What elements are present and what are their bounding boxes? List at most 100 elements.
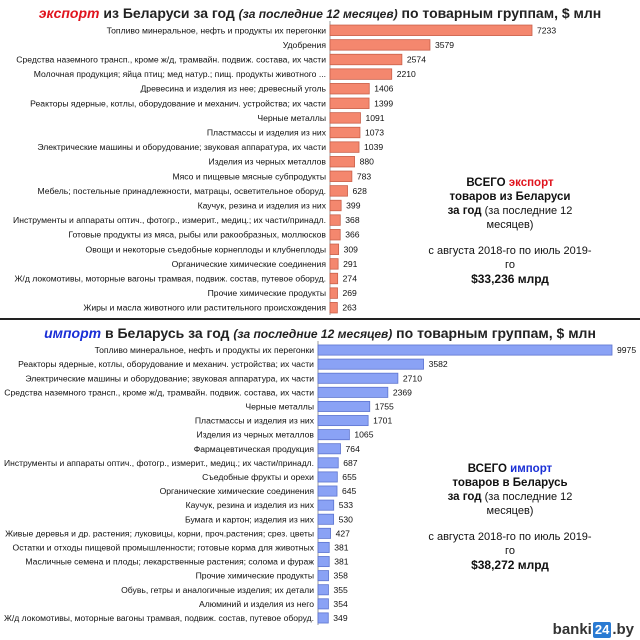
export-bar <box>329 185 348 197</box>
export-bar <box>329 229 341 241</box>
export-value-label: 1039 <box>364 142 383 152</box>
import-summary-year: за год <box>447 491 482 503</box>
import-bar <box>317 612 329 624</box>
import-bar <box>317 386 389 398</box>
export-summary-total: $33,236 млрд <box>471 272 549 286</box>
import-summary-paren: (за последние 12 месяцев) <box>484 491 573 517</box>
export-summary-line2: товаров из Беларуси <box>449 191 571 203</box>
import-summary-line1: ВСЕГО импорт <box>425 462 595 476</box>
import-value-label: 645 <box>342 486 357 496</box>
import-summary-period: с августа 2018-го по июль 2019-го <box>428 531 592 557</box>
import-category-label: Остатки и отходы пищевой промышленности;… <box>13 542 315 552</box>
export-category-label: Древесина и изделия из нее; древесный уг… <box>140 84 326 94</box>
import-title-keyword: импорт <box>44 325 102 341</box>
import-category-label: Масличные семена и плоды; лекарственные … <box>25 557 314 567</box>
import-value-label: 687 <box>343 458 358 468</box>
import-category-label: Обувь, гетры и аналогичные изделия; их д… <box>121 585 314 595</box>
import-bar <box>317 372 399 384</box>
export-value-label: 783 <box>357 171 372 181</box>
export-bar <box>329 126 361 139</box>
export-bar <box>329 97 370 109</box>
import-category-label: Алюминий и изделия из него <box>199 599 314 609</box>
export-category-label: Ж/д локомотивы, моторные вагоны трамвая,… <box>15 274 327 284</box>
export-value-label: 880 <box>360 157 375 167</box>
import-value-label: 381 <box>334 557 349 567</box>
import-bar <box>317 400 371 412</box>
import-bar <box>317 598 329 610</box>
export-value-label: 1399 <box>374 98 393 108</box>
import-title-paren: (за последние 12 месяцев) <box>233 327 393 341</box>
export-bar <box>329 68 393 80</box>
export-category-label: Овощи и некоторые съедобные корнеплоды и… <box>86 244 326 254</box>
import-value-label: 355 <box>333 585 348 595</box>
export-category-label: Удобрения <box>283 40 327 50</box>
export-title-rest: из Беларуси за год <box>99 5 239 21</box>
export-bar <box>329 156 355 168</box>
import-category-label: Фармацевтическая продукция <box>194 444 315 454</box>
export-bar <box>329 272 339 285</box>
export-bar <box>329 170 353 182</box>
import-title-tail: по товарным группам, $ млн <box>392 325 596 341</box>
import-bar <box>317 570 329 582</box>
export-value-label: 2574 <box>407 55 426 65</box>
export-value-label: 1406 <box>374 84 393 94</box>
export-bar <box>329 141 360 153</box>
export-bar-chart: Топливо минеральное, нефть и продукты их… <box>13 21 556 315</box>
import-summary-line2: товаров в Беларусь <box>452 477 568 489</box>
export-summary: ВСЕГО экспорт товаров из Беларуси за год… <box>425 176 595 286</box>
export-value-label: 2210 <box>397 69 416 79</box>
import-category-label: Пластмассы и изделия из них <box>195 416 315 426</box>
import-bar <box>317 541 330 553</box>
export-value-label: 269 <box>343 288 358 298</box>
logo-number: 24 <box>592 621 612 638</box>
import-category-label: Черные металлы <box>245 401 314 411</box>
export-value-label: 1091 <box>365 113 384 123</box>
import-category-label: Каучук, резина и изделия из них <box>186 500 315 510</box>
export-category-label: Изделия из черных металлов <box>208 157 326 167</box>
export-category-label: Инструменты и аппараты оптич., фотогр., … <box>13 215 326 225</box>
export-summary-paren: (за последние 12 месяцев) <box>484 205 573 231</box>
import-category-label: Средства наземного трансп., кроме ж/д, т… <box>4 387 314 397</box>
export-value-label: 1073 <box>365 128 384 138</box>
export-value-label: 368 <box>345 215 360 225</box>
export-value-label: 263 <box>342 303 357 313</box>
export-value-label: 399 <box>346 201 361 211</box>
import-category-label: Бумага и картон; изделия из них <box>185 514 315 524</box>
export-category-label: Черные металлы <box>257 113 326 123</box>
import-value-label: 530 <box>339 514 354 524</box>
export-category-label: Пластмассы и изделия из них <box>207 128 327 138</box>
import-value-label: 358 <box>334 571 349 581</box>
import-bar <box>317 358 424 370</box>
export-bar <box>329 302 338 314</box>
import-value-label: 1065 <box>354 430 373 440</box>
import-category-label: Прочие химические продукты <box>196 571 314 581</box>
import-value-label: 3582 <box>429 359 448 369</box>
export-category-label: Электрические машины и оборудование; зву… <box>37 142 326 152</box>
import-category-label: Топливо минеральное, нефть и продукты их… <box>95 345 315 355</box>
export-category-label: Реакторы ядерные, котлы, оборудование и … <box>30 98 326 108</box>
import-summary-total: $38,272 млрд <box>471 558 549 572</box>
export-summary-period: с августа 2018-го по июль 2019-го <box>428 245 592 271</box>
export-bar <box>329 112 361 124</box>
import-category-label: Живые деревья и др. растения; луковицы, … <box>5 528 314 538</box>
export-value-label: 628 <box>353 186 368 196</box>
import-bar <box>317 513 335 525</box>
import-summary-keyword: импорт <box>510 463 553 475</box>
import-value-label: 349 <box>333 613 348 623</box>
import-bar <box>317 429 350 441</box>
import-chart-title: импорт в Беларусь за год (за последние 1… <box>0 325 640 341</box>
export-category-label: Каучук, резина и изделия из них <box>198 201 327 211</box>
import-category-label: Съедобные фрукты и орехи <box>202 472 314 482</box>
import-bar-chart: Топливо минеральное, нефть и продукты их… <box>4 341 636 625</box>
banki24-logo[interactable]: banki 24 .by <box>553 621 634 638</box>
import-panel: импорт в Беларусь за год (за последние 1… <box>0 320 640 640</box>
import-value-label: 1701 <box>373 416 392 426</box>
export-category-label: Прочие химические продукты <box>208 288 326 298</box>
export-category-label: Топливо минеральное, нефть и продукты их… <box>107 25 327 35</box>
import-bar <box>317 527 331 539</box>
export-category-label: Средства наземного трансп., кроме ж/д, т… <box>16 55 326 65</box>
import-category-label: Инструменты и аппараты оптич., фотогр., … <box>4 458 314 468</box>
export-title-tail: по товарным группам, $ млн <box>397 5 602 21</box>
export-bar <box>329 24 533 36</box>
import-bar <box>317 584 329 596</box>
